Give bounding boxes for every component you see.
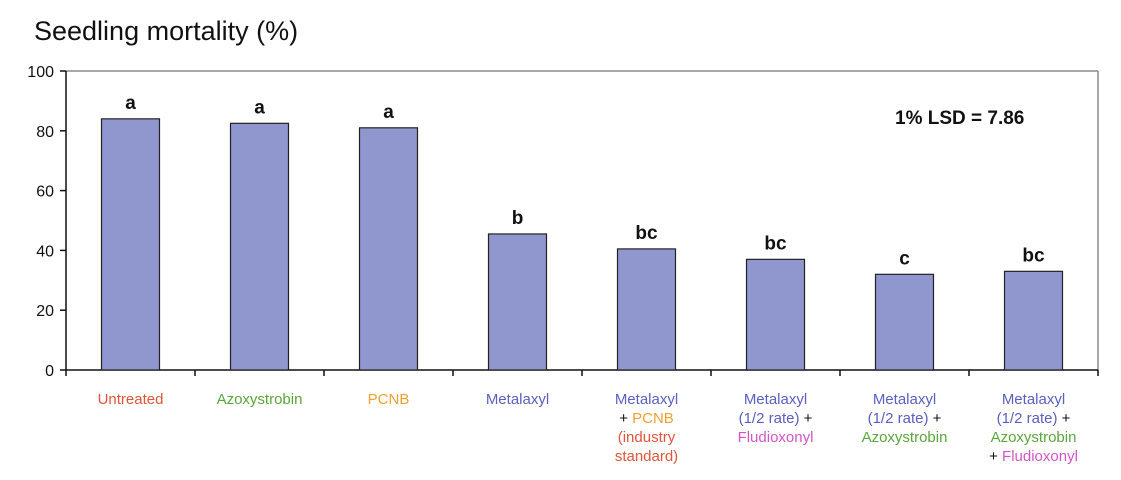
significance-letter: bc xyxy=(635,223,658,244)
category-label-line: + Fludioxonyl xyxy=(989,448,1078,465)
category-label-line: Metalaxyl xyxy=(744,391,807,408)
category-label-line: PCNB xyxy=(368,391,410,408)
category-label-line: Azoxystrobin xyxy=(217,391,303,408)
category-label-line: Metalaxyl xyxy=(873,391,936,408)
category-label-line: + PCNB xyxy=(619,410,674,427)
significance-letter: b xyxy=(512,208,524,229)
category-label-line: Metalaxyl xyxy=(615,391,678,408)
y-tick-label: 20 xyxy=(36,303,54,320)
bar xyxy=(874,273,935,371)
y-tick-label: 80 xyxy=(36,124,54,141)
y-tick-label: 0 xyxy=(45,363,54,380)
bar xyxy=(487,233,548,371)
category-label-line: Azoxystrobin xyxy=(991,429,1077,446)
bar xyxy=(745,258,806,371)
category-label-line: (1/2 rate) + xyxy=(997,410,1071,427)
category-label-line: (1/2 rate) + xyxy=(739,410,813,427)
category-label-line: Metalaxyl xyxy=(486,391,549,408)
y-tick-label: 40 xyxy=(36,243,54,260)
bar xyxy=(100,118,161,371)
category-labels: Untreated Azoxystrobin PCNB Metalaxyl Metala… xyxy=(98,391,1078,465)
bar xyxy=(229,122,290,371)
category-label-line: (industry xyxy=(618,429,676,446)
lsd-annotation: 1% LSD = 7.86 xyxy=(895,108,1024,129)
category-label-line: (1/2 rate) + xyxy=(868,410,942,427)
y-tick-label: 60 xyxy=(36,184,54,201)
category-label-line: standard) xyxy=(615,448,678,465)
chart-title: Seedling mortality (%) xyxy=(34,16,298,46)
category-label-line: Azoxystrobin xyxy=(862,429,948,446)
significance-letter: a xyxy=(254,97,265,118)
category-label-line: Untreated xyxy=(98,391,164,408)
bar xyxy=(358,127,419,371)
bar xyxy=(616,248,677,371)
significance-letter: bc xyxy=(1022,245,1045,266)
significance-letter: c xyxy=(899,248,910,269)
significance-letter: a xyxy=(383,102,394,123)
bars xyxy=(65,118,1099,376)
category-label-line: Metalaxyl xyxy=(1002,391,1065,408)
significance-letter: bc xyxy=(764,233,787,254)
significance-letters: a a a b bc bc c bc xyxy=(125,93,1045,269)
significance-letter: a xyxy=(125,93,136,114)
y-tick-label: 100 xyxy=(27,64,54,81)
category-label-line: Fludioxonyl xyxy=(738,429,814,446)
bar xyxy=(1003,270,1064,371)
